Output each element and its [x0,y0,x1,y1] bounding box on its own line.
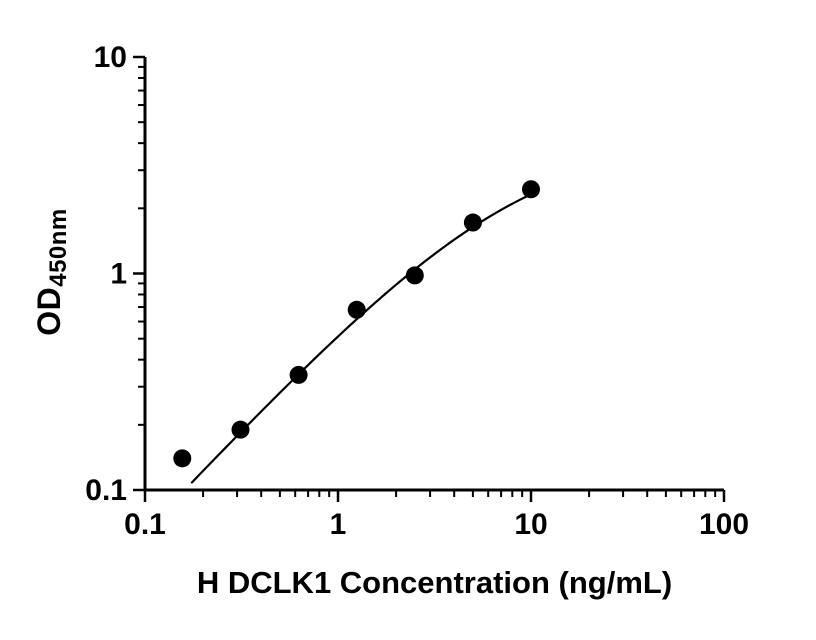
x-axis-title: H DCLK1 Concentration (ng/mL) [196,565,673,600]
data-point [289,365,308,384]
y-tick-label: 0.1 [85,474,127,507]
data-point [522,180,540,199]
data-point [405,266,424,285]
y-axis-title-main: OD [31,286,67,336]
x-tick-label: 0.1 [124,508,166,541]
data-point [347,300,366,319]
data-point [173,449,192,468]
y-axis-title-sub: 450nm [45,208,72,287]
data-point [463,213,482,232]
y-axis-title: OD450nm [31,208,73,336]
y-tick-label: 1 [110,258,127,291]
fit-curve [190,193,533,484]
x-tick-label: 10 [514,508,547,541]
x-tick-label: 1 [330,508,347,541]
data-point [231,420,250,439]
x-tick-label: 100 [699,508,749,541]
y-tick-label: 10 [94,41,127,74]
